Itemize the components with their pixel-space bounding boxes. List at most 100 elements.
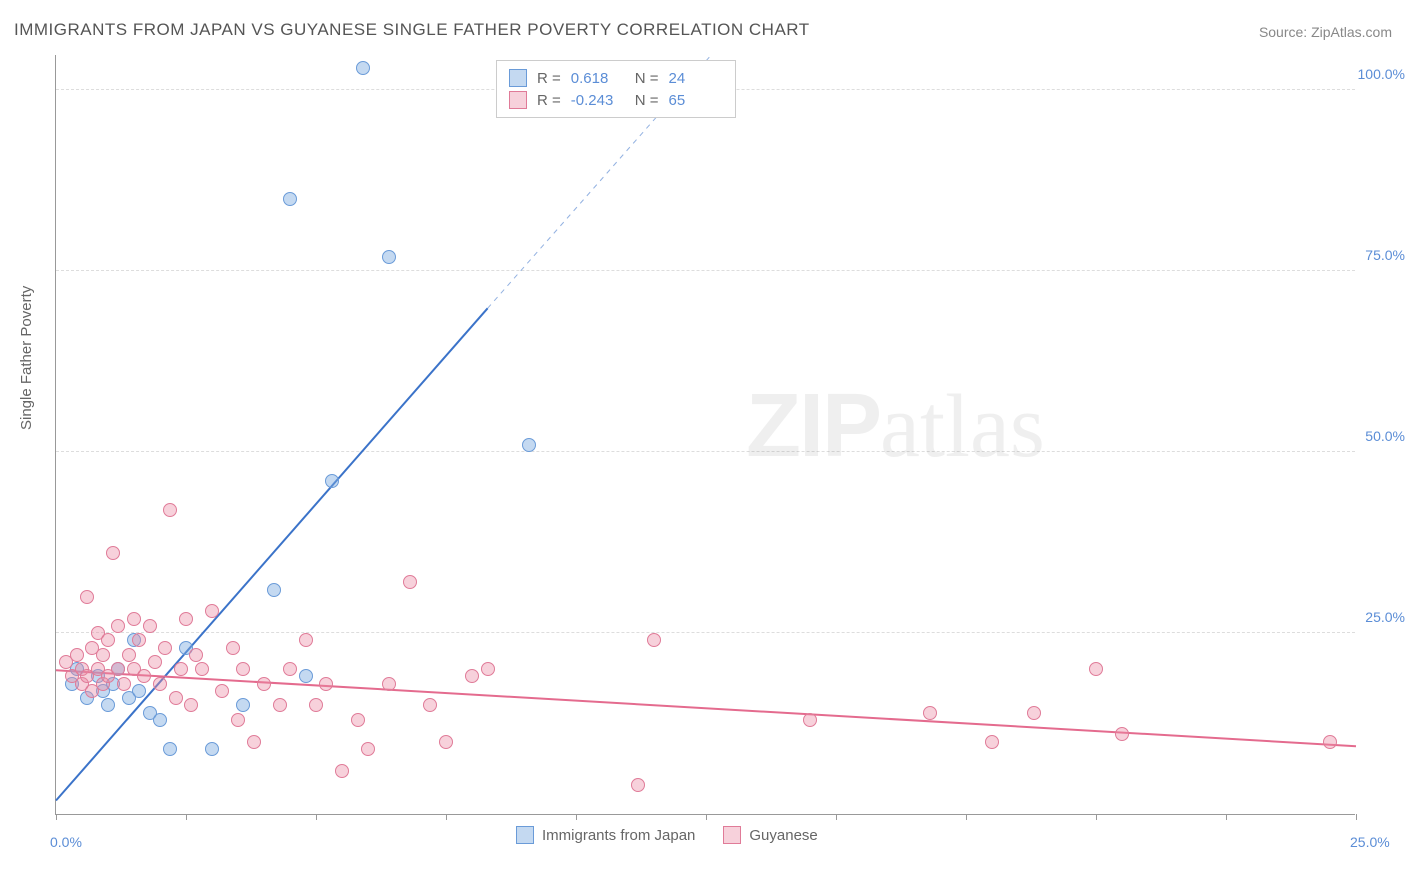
data-point — [101, 633, 115, 647]
data-point — [117, 677, 131, 691]
y-tick-label: 100.0% — [1358, 66, 1405, 82]
data-point — [169, 691, 183, 705]
data-point — [985, 735, 999, 749]
x-tick — [966, 814, 967, 820]
data-point — [153, 677, 167, 691]
data-point — [132, 633, 146, 647]
x-tick-label: 25.0% — [1350, 834, 1390, 850]
data-point — [522, 438, 536, 452]
correlation-legend: R =0.618N =24R =-0.243N =65 — [496, 60, 736, 118]
data-point — [205, 742, 219, 756]
x-tick — [1226, 814, 1227, 820]
data-point — [153, 713, 167, 727]
data-point — [127, 612, 141, 626]
data-point — [335, 764, 349, 778]
data-point — [101, 698, 115, 712]
data-point — [273, 698, 287, 712]
y-tick-label: 75.0% — [1365, 247, 1405, 263]
legend-item: Immigrants from Japan — [516, 826, 695, 844]
data-point — [236, 662, 250, 676]
data-point — [1115, 727, 1129, 741]
data-point — [267, 583, 281, 597]
legend-swatch — [516, 826, 534, 844]
x-tick — [1356, 814, 1357, 820]
x-tick — [1096, 814, 1097, 820]
legend-swatch — [509, 69, 527, 87]
data-point — [189, 648, 203, 662]
data-point — [236, 698, 250, 712]
legend-row: R =0.618N =24 — [509, 67, 723, 89]
y-tick-label: 50.0% — [1365, 428, 1405, 444]
data-point — [1323, 735, 1337, 749]
x-tick — [446, 814, 447, 820]
x-tick-label: 0.0% — [50, 834, 82, 850]
chart-title: IMMIGRANTS FROM JAPAN VS GUYANESE SINGLE… — [14, 20, 810, 40]
data-point — [361, 742, 375, 756]
data-point — [382, 250, 396, 264]
series-legend: Immigrants from Japan Guyanese — [516, 826, 818, 844]
data-point — [647, 633, 661, 647]
data-point — [226, 641, 240, 655]
data-point — [195, 662, 209, 676]
x-tick — [316, 814, 317, 820]
data-point — [803, 713, 817, 727]
data-point — [257, 677, 271, 691]
data-point — [137, 669, 151, 683]
x-tick — [186, 814, 187, 820]
data-point — [283, 662, 297, 676]
data-point — [423, 698, 437, 712]
data-point — [319, 677, 333, 691]
data-point — [299, 633, 313, 647]
data-point — [163, 503, 177, 517]
data-point — [174, 662, 188, 676]
data-point — [247, 735, 261, 749]
data-point — [184, 698, 198, 712]
data-point — [356, 61, 370, 75]
data-point — [382, 677, 396, 691]
legend-series-name: Guyanese — [749, 827, 817, 844]
data-point — [122, 648, 136, 662]
legend-item: Guyanese — [723, 826, 817, 844]
data-point — [439, 735, 453, 749]
data-point — [205, 604, 219, 618]
data-point — [111, 662, 125, 676]
data-point — [158, 641, 172, 655]
legend-series-name: Immigrants from Japan — [542, 827, 695, 844]
data-point — [923, 706, 937, 720]
data-point — [143, 619, 157, 633]
data-point — [309, 698, 323, 712]
x-tick — [576, 814, 577, 820]
data-point — [465, 669, 479, 683]
data-point — [179, 612, 193, 626]
data-point — [481, 662, 495, 676]
data-point — [132, 684, 146, 698]
x-tick — [836, 814, 837, 820]
legend-swatch — [509, 91, 527, 109]
data-point — [1027, 706, 1041, 720]
plot-area: 25.0%50.0%75.0%100.0%0.0%25.0%ZIPatlasR … — [55, 55, 1355, 815]
data-point — [148, 655, 162, 669]
data-point — [1089, 662, 1103, 676]
data-point — [325, 474, 339, 488]
data-point — [106, 546, 120, 560]
data-point — [351, 713, 365, 727]
data-point — [231, 713, 245, 727]
y-tick-label: 25.0% — [1365, 609, 1405, 625]
data-point — [163, 742, 177, 756]
data-point — [70, 648, 84, 662]
data-point — [215, 684, 229, 698]
trend-lines — [56, 55, 1355, 814]
data-point — [80, 590, 94, 604]
legend-row: R =-0.243N =65 — [509, 89, 723, 111]
data-point — [111, 619, 125, 633]
data-point — [631, 778, 645, 792]
x-tick — [706, 814, 707, 820]
data-point — [283, 192, 297, 206]
x-tick — [56, 814, 57, 820]
source-attribution: Source: ZipAtlas.com — [1259, 24, 1392, 40]
legend-swatch — [723, 826, 741, 844]
data-point — [299, 669, 313, 683]
data-point — [96, 648, 110, 662]
data-point — [403, 575, 417, 589]
y-axis-label: Single Father Poverty — [18, 286, 35, 430]
